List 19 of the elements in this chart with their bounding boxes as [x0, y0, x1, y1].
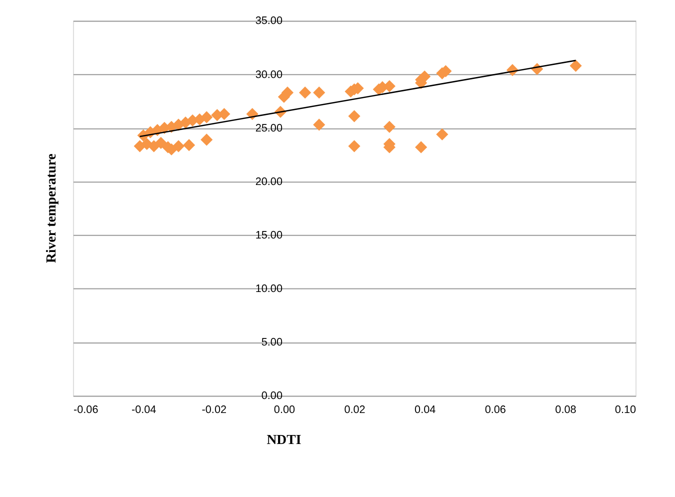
x-tick-label: 0.02: [344, 404, 366, 416]
x-tick-label: -0.06: [74, 404, 98, 416]
x-axis-title: NDTI: [266, 432, 302, 448]
x-tick-label: 0.08: [555, 404, 576, 416]
x-tick-label: 0.10: [614, 404, 636, 416]
y-tick-label: 5.00: [261, 336, 282, 349]
x-tick-label: -0.04: [131, 404, 156, 416]
y-axis-title: River temperature: [43, 154, 58, 264]
y-tick-label: 35.00: [255, 15, 282, 28]
x-tick-label: 0.04: [414, 404, 436, 416]
y-tick-label: 10.00: [255, 283, 282, 296]
y-tick-label: 20.00: [255, 176, 282, 188]
y-tick-label: 15.00: [255, 230, 282, 242]
x-tick-label: 0.00: [274, 404, 296, 416]
x-tick-label: 0.06: [484, 404, 506, 416]
y-tick-label: 0.00: [261, 390, 282, 402]
y-tick-label: 25.00: [255, 122, 282, 134]
x-tick-label: -0.02: [202, 404, 227, 416]
y-tick-label: 30.00: [255, 68, 282, 81]
